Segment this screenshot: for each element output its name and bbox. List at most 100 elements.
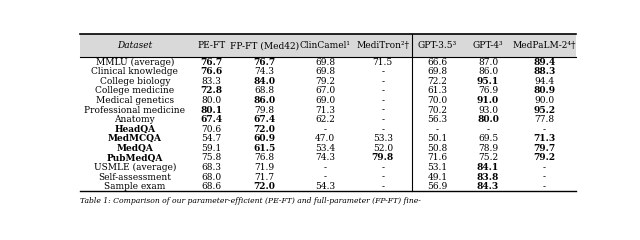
Text: 72.0: 72.0 — [253, 125, 275, 134]
Text: 70.2: 70.2 — [428, 106, 447, 114]
Text: 80.0: 80.0 — [477, 115, 499, 124]
Text: 89.4: 89.4 — [533, 58, 556, 67]
Text: 79.7: 79.7 — [533, 144, 556, 153]
Text: 94.4: 94.4 — [534, 77, 554, 86]
Text: 67.4: 67.4 — [200, 115, 222, 124]
Text: -: - — [381, 182, 384, 191]
Text: 88.3: 88.3 — [533, 67, 556, 76]
Text: PubMedQA: PubMedQA — [107, 153, 163, 162]
Text: 67.4: 67.4 — [253, 115, 276, 124]
Text: 68.3: 68.3 — [201, 163, 221, 172]
Text: 76.6: 76.6 — [200, 67, 222, 76]
Text: -: - — [381, 86, 384, 96]
Text: 77.8: 77.8 — [534, 115, 554, 124]
Text: 54.3: 54.3 — [315, 182, 335, 191]
Text: 83.8: 83.8 — [477, 173, 499, 182]
Text: 86.0: 86.0 — [478, 67, 498, 76]
Text: HeadQA: HeadQA — [114, 125, 156, 134]
Text: 68.8: 68.8 — [255, 86, 275, 96]
Text: 84.1: 84.1 — [477, 163, 499, 172]
Text: -: - — [381, 106, 384, 114]
Text: MMLU (average): MMLU (average) — [95, 58, 174, 67]
Text: USMLE (average): USMLE (average) — [93, 163, 176, 172]
Text: Dataset: Dataset — [117, 41, 152, 50]
Text: 53.1: 53.1 — [428, 163, 447, 172]
Text: Self-assessment: Self-assessment — [99, 173, 172, 182]
Text: 71.7: 71.7 — [255, 173, 275, 182]
Text: -: - — [543, 125, 546, 134]
Text: 71.6: 71.6 — [428, 153, 447, 162]
Text: 59.1: 59.1 — [201, 144, 221, 153]
Text: 87.0: 87.0 — [478, 58, 498, 67]
Text: College medicine: College medicine — [95, 86, 174, 96]
Text: 79.8: 79.8 — [255, 106, 275, 114]
Text: 72.8: 72.8 — [200, 86, 222, 96]
Text: -: - — [381, 115, 384, 124]
Text: 76.7: 76.7 — [253, 58, 276, 67]
Text: 79.8: 79.8 — [372, 153, 394, 162]
Text: 80.1: 80.1 — [200, 106, 222, 114]
Text: 90.0: 90.0 — [534, 96, 554, 105]
Text: Anatomy: Anatomy — [115, 115, 155, 124]
Text: -: - — [324, 125, 326, 134]
Text: 84.3: 84.3 — [477, 182, 499, 191]
Text: 71.3: 71.3 — [533, 134, 556, 143]
Text: 60.9: 60.9 — [253, 134, 276, 143]
Text: 72.0: 72.0 — [253, 182, 275, 191]
Text: Medical genetics: Medical genetics — [96, 96, 174, 105]
Text: 76.8: 76.8 — [255, 153, 275, 162]
Text: 69.5: 69.5 — [478, 134, 498, 143]
Text: 75.2: 75.2 — [478, 153, 498, 162]
Text: 70.0: 70.0 — [428, 96, 447, 105]
Text: 49.1: 49.1 — [428, 173, 447, 182]
Text: -: - — [436, 125, 439, 134]
Text: -: - — [543, 173, 546, 182]
Text: -: - — [381, 125, 384, 134]
Text: College biology: College biology — [100, 77, 170, 86]
Text: 95.2: 95.2 — [533, 106, 556, 114]
Text: -: - — [543, 163, 546, 172]
Text: 56.9: 56.9 — [428, 182, 448, 191]
Text: GPT-3.5³: GPT-3.5³ — [418, 41, 457, 50]
Text: 75.8: 75.8 — [201, 153, 221, 162]
Text: -: - — [381, 173, 384, 182]
Text: 74.3: 74.3 — [315, 153, 335, 162]
Text: 54.7: 54.7 — [201, 134, 221, 143]
Text: 68.6: 68.6 — [201, 182, 221, 191]
Text: 84.0: 84.0 — [253, 77, 276, 86]
Bar — [80, 34, 576, 57]
Text: 66.6: 66.6 — [428, 58, 447, 67]
Text: -: - — [486, 125, 490, 134]
Text: 52.0: 52.0 — [372, 144, 393, 153]
Text: Sample exam: Sample exam — [104, 182, 166, 191]
Text: 79.2: 79.2 — [533, 153, 556, 162]
Text: 78.9: 78.9 — [478, 144, 498, 153]
Text: 53.4: 53.4 — [315, 144, 335, 153]
Text: MediTron²†: MediTron²† — [356, 41, 410, 50]
Text: 79.2: 79.2 — [315, 77, 335, 86]
Text: 61.5: 61.5 — [253, 144, 276, 153]
Text: 47.0: 47.0 — [315, 134, 335, 143]
Text: -: - — [324, 163, 326, 172]
Text: 76.7: 76.7 — [200, 58, 222, 67]
Text: -: - — [381, 96, 384, 105]
Text: MedPaLM-2⁴†: MedPaLM-2⁴† — [513, 41, 576, 50]
Text: 69.8: 69.8 — [315, 67, 335, 76]
Text: -: - — [324, 173, 326, 182]
Text: 70.6: 70.6 — [201, 125, 221, 134]
Text: 53.3: 53.3 — [372, 134, 393, 143]
Text: 67.0: 67.0 — [315, 86, 335, 96]
Text: 69.8: 69.8 — [315, 58, 335, 67]
Text: 80.0: 80.0 — [201, 96, 221, 105]
Text: 50.8: 50.8 — [428, 144, 448, 153]
Text: 69.8: 69.8 — [428, 67, 447, 76]
Text: -: - — [381, 77, 384, 86]
Text: Professional medicine: Professional medicine — [84, 106, 186, 114]
Text: 71.9: 71.9 — [255, 163, 275, 172]
Text: 80.9: 80.9 — [533, 86, 556, 96]
Text: MedMCQA: MedMCQA — [108, 134, 162, 143]
Text: GPT-4³: GPT-4³ — [473, 41, 503, 50]
Text: Table 1: Comparison of our parameter-efficient (PE-FT) and full-parameter (FP-FT: Table 1: Comparison of our parameter-eff… — [80, 197, 421, 205]
Text: 68.0: 68.0 — [201, 173, 221, 182]
Text: Clinical knowledge: Clinical knowledge — [92, 67, 178, 76]
